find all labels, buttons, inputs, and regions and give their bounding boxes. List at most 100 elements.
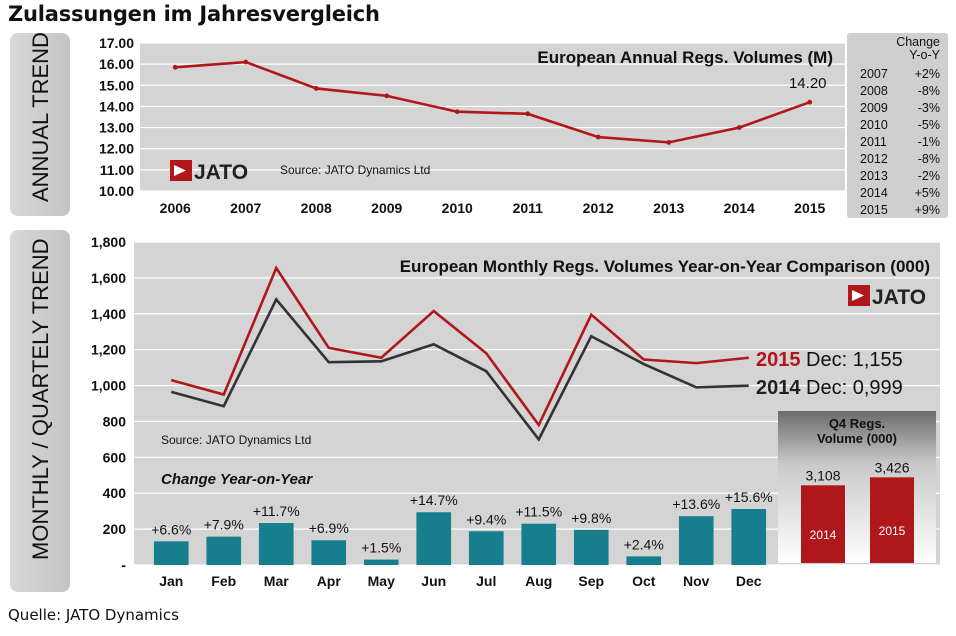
change-bar (153, 541, 189, 565)
jato-logo-arrow (852, 290, 864, 301)
monthly-xtick-label: Feb (211, 573, 236, 589)
monthly-ytick-label: 400 (103, 485, 127, 501)
change-bar (731, 509, 767, 565)
monthly-xtick-label: Jun (421, 573, 446, 589)
monthly-xtick-label: May (368, 573, 395, 589)
q4-bar-value: 3,426 (874, 459, 909, 475)
monthly-xtick-label: Apr (317, 573, 342, 589)
annual-point (384, 93, 390, 99)
change-table-value: -8% (918, 152, 940, 166)
annual-chart-title: European Annual Regs. Volumes (M) (537, 48, 833, 67)
monthly-side-label: MONTHLY / QUARTELY TREND (28, 238, 53, 560)
change-table-header: Change (896, 35, 940, 49)
annual-xtick-label: 2011 (513, 200, 544, 216)
monthly-ytick-label: 1,200 (91, 342, 126, 358)
annual-ytick-label: 17.00 (99, 35, 134, 51)
change-bar (206, 536, 242, 565)
change-bar-label: +14.7% (410, 492, 458, 508)
annual-point (525, 111, 531, 117)
q4-bar-year: 2014 (810, 528, 837, 542)
change-bar (573, 529, 609, 565)
annual-side-label: ANNUAL TREND (28, 32, 53, 202)
annual-xtick-label: 2014 (724, 200, 755, 216)
change-bar (626, 556, 662, 565)
q4-title: Volume (000) (817, 431, 897, 446)
monthly-xtick-label: Mar (264, 573, 289, 589)
annual-point (595, 134, 601, 140)
change-table-year: 2013 (860, 169, 888, 183)
annual-xtick-label: 2013 (653, 200, 684, 216)
annual-data-label: 14.20 (789, 75, 827, 92)
q4-bar (870, 477, 914, 563)
annual-xtick-label: 2010 (442, 200, 473, 216)
change-table-value: -1% (918, 135, 940, 149)
change-bar (258, 523, 294, 565)
annual-xtick-label: 2015 (794, 200, 825, 216)
change-table-value: -2% (918, 169, 940, 183)
monthly-xtick-label: Oct (632, 573, 656, 589)
jato-logo-arrow (174, 165, 186, 176)
monthly-chart: 1,800 1,600 1,400 1,200 1,000 800 600 400 200 - Ja… (91, 234, 940, 589)
annual-source: Source: JATO Dynamics Ltd (280, 163, 430, 177)
monthly-ytick-label: 800 (103, 413, 127, 429)
change-table-value: -5% (918, 118, 940, 132)
monthly-xtick-label: Aug (525, 573, 552, 589)
change-table-value: +9% (915, 203, 940, 217)
change-table-value: -3% (918, 101, 940, 115)
annual-side-tab (10, 33, 70, 216)
change-table-year: 2010 (860, 118, 888, 132)
change-bar-label: +6.6% (151, 521, 191, 537)
q4-bar-year: 2015 (879, 524, 906, 538)
legend-2015-label: 2015 Dec: 1,155 (756, 349, 903, 371)
change-table-year: 2011 (860, 135, 887, 149)
monthly-xtick-label: Dec (736, 573, 762, 589)
change-bar (311, 540, 347, 565)
annual-point (172, 64, 178, 70)
monthly-xtick-label: Jan (159, 573, 183, 589)
annual-series-line (175, 60, 811, 144)
monthly-series-line-2014 (170, 297, 749, 442)
change-bar-label: +11.5% (515, 504, 562, 520)
annual-xtick-label: 2006 (160, 200, 191, 216)
annual-ytick-label: 11.00 (100, 162, 134, 178)
annual-xtick-label: 2007 (230, 200, 261, 216)
annual-point (666, 139, 672, 145)
annual-point (807, 99, 813, 105)
change-bar-label: +13.6% (672, 496, 720, 512)
change-bar-label: +6.9% (309, 520, 349, 536)
change-bar (468, 531, 504, 565)
change-table-year: 2015 (860, 203, 888, 217)
change-table-value: +5% (915, 186, 940, 200)
change-table-value: -8% (918, 84, 940, 98)
change-bar (678, 516, 714, 565)
change-yoy-title: Change Year-on-Year (161, 471, 313, 488)
monthly-ytick-label: - (121, 557, 126, 573)
annual-point (243, 59, 249, 65)
monthly-ytick-label: 1,800 (91, 234, 126, 250)
monthly-ytick-label: 1,400 (91, 306, 126, 322)
annual-ytick-label: 10.00 (99, 183, 134, 199)
legend-2014-year: 2014 (756, 377, 801, 399)
annual-xtick-label: 2009 (371, 200, 402, 216)
change-bar-label: +7.9% (204, 517, 244, 533)
annual-xtick-label: 2008 (301, 200, 332, 216)
monthly-xtick-label: Nov (683, 573, 710, 589)
monthly-series-line-2015 (170, 265, 749, 428)
page-title: Zulassungen im Jahresvergleich (8, 2, 380, 26)
legend-2014-value: Dec: 0,999 (801, 377, 903, 399)
change-bar-label: +15.6% (725, 489, 773, 505)
monthly-xtick-label: Jul (476, 573, 496, 589)
annual-ytick-label: 15.00 (99, 77, 134, 93)
q4-bar-value: 3,108 (805, 467, 840, 483)
change-bar-label: +1.5% (361, 540, 401, 556)
monthly-ytick-label: 600 (103, 449, 127, 465)
annual-chart: 17.00 16.00 15.00 14.00 13.00 12.00 11.00 10.00… (70, 33, 948, 218)
change-table-year: 2008 (860, 84, 888, 98)
annual-ytick-label: 16.00 (99, 56, 134, 72)
monthly-ytick-label: 1,600 (91, 270, 126, 286)
monthly-ytick-label: 1,000 (91, 378, 126, 394)
annual-point (736, 125, 742, 130)
change-bar-label: +9.8% (571, 510, 611, 526)
change-bar-label: +2.4% (624, 536, 664, 552)
annual-ytick-label: 13.00 (99, 120, 134, 136)
